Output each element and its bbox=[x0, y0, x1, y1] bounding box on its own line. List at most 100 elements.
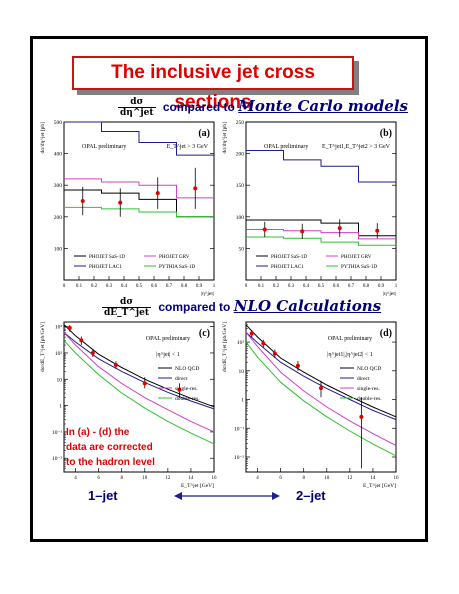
data-point bbox=[177, 387, 182, 392]
correction-note: In (a) - (d) the data are corrected to t… bbox=[66, 425, 176, 470]
data-point bbox=[319, 386, 323, 391]
x-tick-label: 0.1 bbox=[76, 284, 83, 289]
x-tick-label: 0.4 bbox=[121, 284, 128, 289]
section-emphasis: NLO Calculations bbox=[233, 297, 382, 315]
y-tick-label: 10⁻¹ bbox=[234, 426, 244, 432]
y-tick-label: 500 bbox=[54, 120, 63, 126]
label-2jet: 2–jet bbox=[296, 488, 326, 503]
x-tick-label: 0.1 bbox=[258, 284, 265, 289]
section-connector: compared to bbox=[158, 300, 231, 314]
legend-entry: NLO QCD bbox=[357, 366, 381, 372]
label-1jet: 1–jet bbox=[88, 488, 118, 503]
legend-entry: PYTHIA SaS-1D bbox=[341, 264, 377, 270]
plot-frame bbox=[245, 121, 397, 281]
data-point bbox=[90, 350, 95, 355]
data-point bbox=[142, 381, 147, 386]
y-tick-label: 100 bbox=[236, 215, 245, 221]
series-line-pythia-sas-1d bbox=[64, 206, 214, 218]
x-tick-label: 16 bbox=[394, 476, 400, 481]
x-tick-label: 10 bbox=[324, 476, 330, 481]
data-point bbox=[67, 325, 72, 330]
series-line-direct bbox=[63, 332, 215, 410]
series-line-phojet-grv bbox=[246, 228, 396, 240]
x-tick-label: 0.9 bbox=[196, 284, 203, 289]
data-point bbox=[375, 228, 380, 233]
data-point bbox=[193, 186, 198, 191]
y-tick-label: 1 bbox=[59, 404, 62, 410]
legend-entry: double-res. bbox=[357, 396, 382, 402]
series-line-direct bbox=[245, 331, 397, 421]
x-tick-label: 1 bbox=[213, 284, 216, 289]
x-tick-label: 16 bbox=[212, 476, 218, 481]
y-tick-label: 10³ bbox=[55, 325, 63, 331]
x-tick-label: 0 bbox=[245, 284, 248, 289]
formula-dsigma-det: dσ dE_T^jet bbox=[102, 297, 152, 319]
data-point bbox=[80, 199, 85, 203]
legend-entry: PYTHIA SaS-1D bbox=[159, 264, 195, 270]
note-line: In (a) - (d) the bbox=[66, 427, 130, 438]
y-tick-label: 400 bbox=[54, 152, 63, 158]
series-line-phojet-lac1 bbox=[246, 149, 396, 183]
x-tick-label: 0.2 bbox=[91, 284, 98, 289]
legend-entry: NLO QCD bbox=[175, 366, 199, 372]
x-tick-label: 8 bbox=[120, 476, 123, 481]
data-point bbox=[261, 341, 266, 346]
data-point bbox=[249, 331, 254, 336]
x-tick-label: 0.6 bbox=[151, 284, 158, 289]
y-tick-label: 200 bbox=[236, 152, 245, 158]
legend-entry: direct bbox=[357, 376, 370, 382]
panel-label: (a) bbox=[198, 128, 210, 139]
x-axis-label: |η^jet| bbox=[383, 291, 396, 297]
data-point bbox=[359, 414, 364, 419]
panel-label: (c) bbox=[199, 328, 210, 339]
x-axis-label: E_T^jet [GeV] bbox=[181, 483, 214, 489]
series-line-double-res- bbox=[63, 340, 215, 445]
y-tick-label: 10⁻² bbox=[234, 455, 244, 461]
cut-label: E_T^jet1,E_T^jet2 > 3 GeV bbox=[322, 144, 391, 150]
note-line: to the hadron level bbox=[66, 457, 155, 468]
x-tick-label: 0.5 bbox=[318, 284, 325, 289]
legend-entry: PHOJET SaS-1D bbox=[89, 254, 125, 260]
y-tick-label: 100 bbox=[54, 246, 63, 252]
formula-numerator: dσ bbox=[102, 297, 152, 309]
chart-a: 100 200 300 400 500 0 0.1 0.2 0.3 0.4 0.5 0.6 0.7 0.8… bbox=[40, 120, 216, 297]
x-tick-label: 8 bbox=[302, 476, 305, 481]
x-tick-label: 4 bbox=[256, 476, 259, 481]
y-tick-label: 250 bbox=[236, 120, 245, 126]
x-tick-label: 0.9 bbox=[378, 284, 385, 289]
data-point bbox=[118, 200, 123, 205]
legend-entry: PHOJET LAC1 bbox=[271, 264, 304, 270]
cut-label: E_T^jet > 3 GeV bbox=[167, 144, 209, 150]
x-tick-label: 4 bbox=[74, 476, 77, 481]
preliminary-label: OPAL preliminary bbox=[328, 336, 372, 342]
legend-entry: single-res. bbox=[175, 386, 198, 392]
series-line-single-res- bbox=[63, 332, 215, 433]
y-tick-label: 50 bbox=[239, 246, 245, 252]
x-tick-label: 0.4 bbox=[303, 284, 310, 289]
x-tick-label: 6 bbox=[279, 476, 282, 481]
x-tick-label: 0.8 bbox=[181, 284, 188, 289]
y-axis-label: dσ/dη^jet [pb] bbox=[222, 122, 228, 154]
x-tick-label: 0.7 bbox=[166, 284, 173, 289]
series-line-phojet-grv bbox=[64, 178, 214, 199]
cut-label: |η^jet| < 1 bbox=[156, 352, 180, 358]
data-point bbox=[337, 226, 342, 231]
chart-c: 10⁻² 10⁻¹ 1 10 10² 10³ 4 6 8 10 12 14 16 E_T^jet [GeV… bbox=[40, 321, 218, 489]
series-line-nlo-qcd bbox=[245, 324, 397, 418]
section-heading-monte-carlo: dσ dη^jet compared to Monte Carlo models bbox=[118, 97, 408, 118]
y-tick-label: 10⁻¹ bbox=[52, 430, 62, 436]
x-tick-label: 0.2 bbox=[273, 284, 280, 289]
y-tick-label: 10⁻² bbox=[52, 456, 62, 462]
x-tick-label: 0.6 bbox=[333, 284, 340, 289]
note-line: data are corrected bbox=[66, 442, 153, 453]
panel-label: (d) bbox=[380, 328, 392, 339]
series-line-single-res- bbox=[245, 331, 397, 446]
x-tick-label: 0.7 bbox=[348, 284, 355, 289]
y-tick-label: 10 bbox=[239, 369, 245, 375]
data-point bbox=[113, 362, 118, 367]
series-line-pythia-sas-1d bbox=[246, 236, 396, 246]
x-tick-label: 0.3 bbox=[106, 284, 113, 289]
y-tick-label: 10² bbox=[237, 340, 245, 346]
preliminary-label: OPAL preliminary bbox=[82, 144, 126, 150]
formula-denominator: dE_T^jet bbox=[104, 308, 150, 319]
